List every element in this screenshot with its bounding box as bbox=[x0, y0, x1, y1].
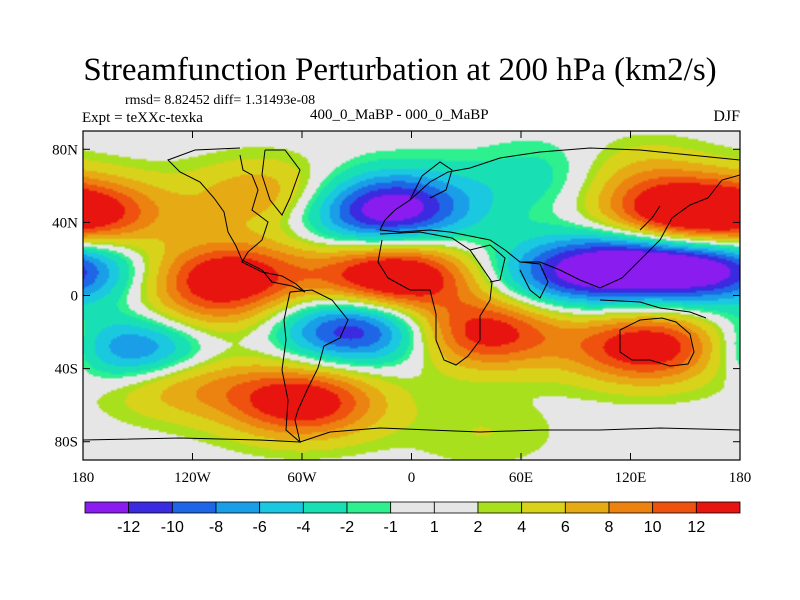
colorbar-box bbox=[259, 501, 304, 514]
coastline-antarctica bbox=[83, 427, 740, 443]
coastline-africa bbox=[377, 231, 493, 366]
colorbar-label: 6 bbox=[561, 519, 570, 536]
season-label: DJF bbox=[713, 108, 740, 125]
colorbar-label: -8 bbox=[209, 519, 223, 536]
lon-label: 60W bbox=[287, 470, 317, 486]
colorbar-box bbox=[84, 501, 130, 514]
colorbar-label: 10 bbox=[644, 519, 662, 536]
lon-label: 120W bbox=[174, 470, 212, 486]
colorbar-label: -6 bbox=[253, 519, 267, 536]
colorbar-box bbox=[346, 501, 392, 514]
colorbar-box bbox=[215, 501, 261, 514]
coastline-australia bbox=[619, 317, 695, 367]
lon-label: 60E bbox=[509, 470, 533, 486]
coastlines bbox=[83, 147, 740, 444]
coastline-indonesia bbox=[599, 299, 707, 319]
colorbar-label: 1 bbox=[430, 519, 439, 536]
streamfunction-field bbox=[83, 131, 740, 460]
lon-label: 180 bbox=[72, 470, 95, 486]
coastline-japan bbox=[639, 205, 661, 231]
colorbar-label: -4 bbox=[296, 519, 310, 536]
coastline-north-america bbox=[167, 147, 306, 293]
colorbar-label: -1 bbox=[384, 519, 398, 536]
colorbar-box bbox=[390, 501, 435, 514]
colorbar-label: 2 bbox=[474, 519, 483, 536]
colorbar-box bbox=[433, 501, 479, 514]
colorbar-box bbox=[695, 501, 741, 514]
colorbar-label: 4 bbox=[517, 519, 526, 536]
coastline-india bbox=[519, 261, 549, 299]
colorbar-label: 12 bbox=[687, 519, 705, 536]
colorbar-box bbox=[128, 501, 173, 514]
coastline-eurasia bbox=[379, 147, 740, 289]
lat-label: 80N bbox=[52, 142, 78, 158]
colorbar-box bbox=[521, 501, 566, 514]
colorbar-label: -10 bbox=[161, 519, 184, 536]
colorbar: -12 -10 -8 -6 -4 -2 -1 1 2 4 6 8 10 12 bbox=[84, 501, 741, 536]
coastline-south-america bbox=[281, 289, 349, 444]
colorbar-box bbox=[608, 501, 654, 514]
stats-text: rmsd= 8.82452 diff= 1.31493e-08 bbox=[125, 93, 316, 108]
lat-label: 80S bbox=[55, 435, 78, 451]
coastline-arabia bbox=[469, 244, 506, 283]
experiment-label: Expt = teXXc-texka bbox=[82, 110, 203, 126]
coastline-greenland bbox=[261, 149, 301, 216]
lat-label: 0 bbox=[71, 289, 79, 305]
lat-label: 40N bbox=[52, 215, 78, 231]
colorbar-box bbox=[302, 501, 348, 514]
lon-label: 120E bbox=[615, 470, 647, 486]
colorbar-label: -2 bbox=[340, 519, 354, 536]
lat-label: 40S bbox=[55, 362, 78, 378]
colorbar-label: 8 bbox=[605, 519, 614, 536]
axis-ticks: 80N 40N 0 40S 80S 180 120W 60W 0 60E 120E 180 bbox=[52, 131, 751, 486]
colorbar-box bbox=[477, 501, 523, 514]
comparison-label: 400_0_MaBP - 000_0_MaBP bbox=[310, 107, 489, 123]
coastline-scandinavia bbox=[409, 161, 453, 201]
colorbar-label: -12 bbox=[117, 519, 140, 536]
lon-label: 180 bbox=[729, 470, 752, 486]
lon-label: 0 bbox=[408, 470, 416, 486]
colorbar-box bbox=[652, 501, 697, 514]
colorbar-box bbox=[564, 501, 610, 514]
page-title: Streamfunction Perturbation at 200 hPa (… bbox=[83, 52, 717, 88]
colorbar-box bbox=[171, 501, 217, 514]
